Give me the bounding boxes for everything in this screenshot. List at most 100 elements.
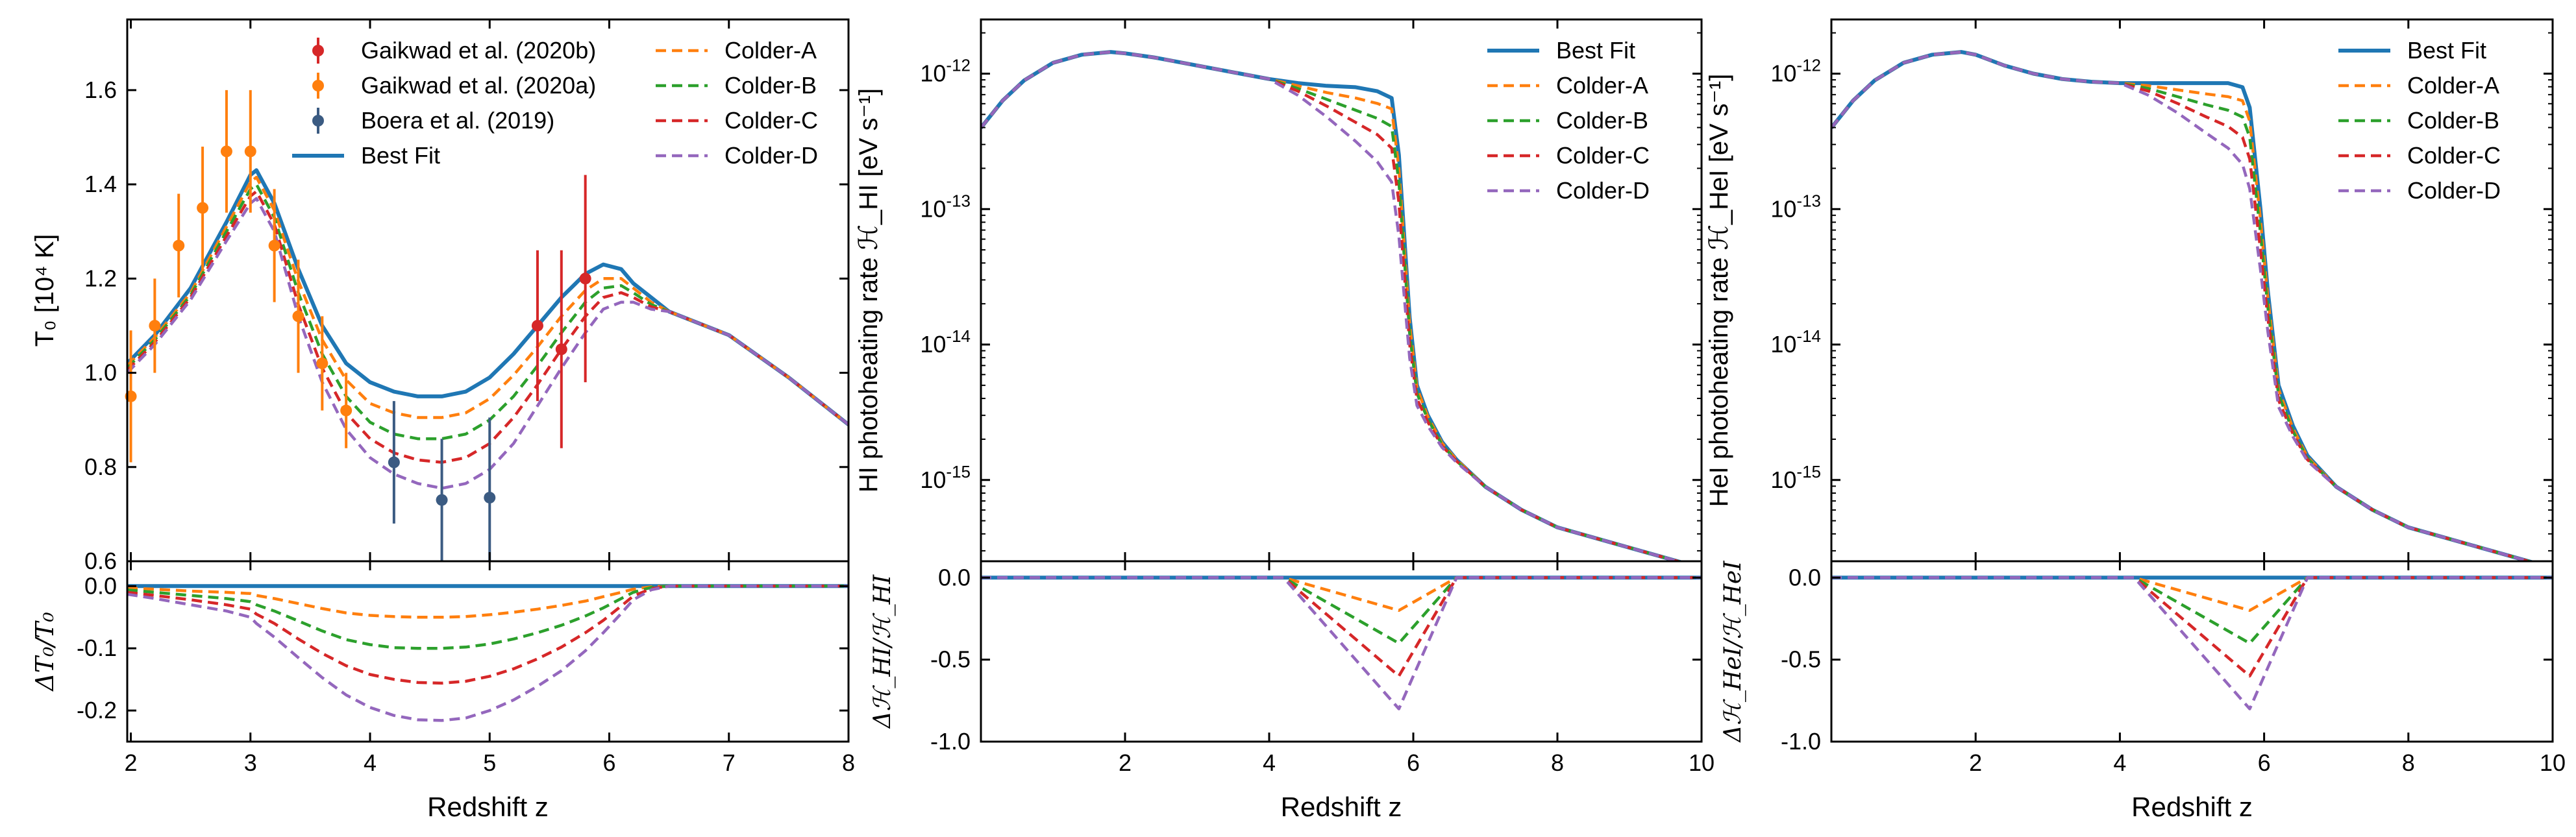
series-line-colder-d [127, 197, 848, 490]
residual-y-axis-label: Δℋ_HeI/ℋ_HeI [1720, 561, 1746, 744]
series-line-colder-d [981, 576, 1702, 710]
legend-marker [312, 80, 324, 91]
residual-y-axis-label: Δℋ_HI/ℋ_HI [869, 574, 896, 729]
data-point-boera-et-al-2019 [484, 491, 496, 503]
legend-label: Gaikwad et al. (2020a) [361, 72, 596, 99]
series-line-colder-b [127, 182, 848, 441]
residual-y-tick-label: -0.5 [930, 646, 971, 673]
series-line-colder-b [1831, 50, 2534, 561]
y-tick-label: 10-15 [1770, 462, 1821, 493]
x-tick-label: 6 [1407, 749, 1420, 776]
hi-heating-panel: 2 4 6 8 10 10-15 10-14 10-13 10-12 0.0 -0.5 -1.0 HI … [854, 18, 1715, 822]
heating-residual-axes [980, 560, 1703, 743]
legend-marker [312, 45, 324, 56]
data-point-gaikwad-et-al-2020b [579, 273, 591, 285]
series-line-colder-c [1831, 50, 2534, 561]
series-line-colder-d [127, 585, 848, 722]
y-tick-label: 10-15 [920, 462, 971, 493]
legend-label: Best Fit [2407, 37, 2486, 64]
data-point-gaikwad-et-al-2020b [531, 319, 543, 332]
data-point-gaikwad-et-al-2020a [340, 404, 353, 417]
data-point-boera-et-al-2019 [388, 456, 400, 468]
x-axis-label: Redshift z [427, 792, 549, 822]
x-tick-label: 10 [2540, 749, 2566, 776]
x-tick-label: 8 [2402, 749, 2415, 776]
legend-label: Colder-D [2407, 177, 2501, 204]
x-tick-label: 4 [2113, 749, 2126, 776]
x-tick-label: 4 [364, 749, 377, 776]
y-tick-label: 10-12 [920, 56, 971, 87]
y-tick-label: 1.0 [84, 359, 117, 386]
x-tick-label: 6 [2258, 749, 2271, 776]
legend-label: Best Fit [361, 142, 440, 169]
data-point-gaikwad-et-al-2020a [197, 202, 209, 214]
x-tick-label: 8 [842, 749, 855, 776]
residual-y-tick-label: 0.0 [1789, 564, 1821, 590]
y-axis-label: T₀ [10⁴ K] [31, 234, 59, 347]
series-line-colder-a [981, 50, 1683, 561]
legend-label: Colder-C [724, 107, 818, 134]
residual-y-tick-label: -0.1 [77, 635, 117, 661]
legend-label: Colder-C [1556, 142, 1650, 169]
legend-marker [312, 115, 324, 127]
legend-label: Colder-D [1556, 177, 1650, 204]
residual-y-axis-label: ΔT₀/T₀ [31, 612, 59, 692]
x-tick-label: 8 [1551, 749, 1564, 776]
residual-y-tick-label: 0.0 [938, 564, 971, 590]
legend-label: Colder-A [2407, 72, 2499, 99]
series-line-best-fit [127, 168, 848, 426]
data-point-gaikwad-et-al-2020a [173, 239, 185, 252]
y-tick-label: 1.2 [84, 265, 117, 291]
x-tick-label: 5 [483, 749, 496, 776]
legend: Gaikwad et al. (2020b) Gaikwad et al. (20… [292, 37, 818, 169]
legend-label: Colder-D [724, 142, 818, 169]
legend-label: Gaikwad et al. (2020b) [361, 37, 596, 64]
legend-label: Colder-B [724, 72, 817, 99]
data-point-gaikwad-et-al-2020a [244, 145, 256, 158]
x-tick-label: 10 [1689, 749, 1715, 776]
data-point-gaikwad-et-al-2020a [316, 358, 328, 370]
residual-y-tick-label: -1.0 [930, 728, 971, 755]
x-tick-label: 6 [602, 749, 615, 776]
y-axis-label: HI photoheating rate ℋ_HI [eV s⁻¹] [854, 88, 883, 492]
series-line-colder-d [1831, 576, 2553, 710]
data-point-gaikwad-et-al-2020a [292, 310, 304, 322]
y-tick-label: 10-13 [1770, 191, 1821, 222]
x-tick-label: 4 [1263, 749, 1276, 776]
legend-label: Boera et al. (2019) [361, 107, 554, 134]
data-point-gaikwad-et-al-2020b [555, 343, 567, 356]
x-tick-label: 2 [125, 749, 138, 776]
residual-y-tick-label: 0.0 [84, 572, 117, 599]
y-tick-label: 10-13 [920, 191, 971, 222]
y-tick-label: 1.4 [84, 171, 117, 197]
data-point-boera-et-al-2019 [436, 494, 448, 506]
x-tick-label: 3 [244, 749, 257, 776]
legend-label: Colder-C [2407, 142, 2501, 169]
x-axis-label: Redshift z [2131, 792, 2253, 822]
residual-y-tick-label: -0.2 [77, 697, 117, 723]
series-line-colder-c [127, 189, 848, 464]
y-tick-label: 0.6 [84, 548, 117, 574]
y-tick-label: 1.6 [84, 77, 117, 103]
data-point-gaikwad-et-al-2020a [268, 239, 280, 252]
x-tick-label: 2 [1119, 749, 1132, 776]
series-line-colder-c [127, 585, 848, 685]
series-line-colder-a [127, 175, 848, 426]
data-point-gaikwad-et-al-2020a [220, 145, 232, 158]
y-tick-label: 0.8 [84, 454, 117, 480]
temperature-panel: 2 3 4 5 6 7 8 0.6 0.8 1.0 1.2 1.4 1.6 0.0 -0.1 -0.2 T₀ [… [31, 18, 855, 822]
legend-label: Colder-B [2407, 107, 2499, 134]
temperature-residual-axes [126, 560, 850, 743]
residual-y-tick-label: -0.5 [1781, 646, 1821, 673]
residual-y-tick-label: -1.0 [1781, 728, 1821, 755]
y-tick-label: 10-12 [1770, 56, 1821, 87]
y-tick-label: 10-14 [1770, 326, 1821, 358]
legend-label: Colder-A [724, 37, 817, 64]
x-tick-label: 7 [723, 749, 736, 776]
series-line-colder-d [981, 50, 1683, 561]
series-line-colder-a [127, 585, 848, 619]
legend: Best Fit Colder-A Colder-B Colder-C Colder-D [2338, 37, 2501, 204]
x-tick-label: 2 [1969, 749, 1982, 776]
